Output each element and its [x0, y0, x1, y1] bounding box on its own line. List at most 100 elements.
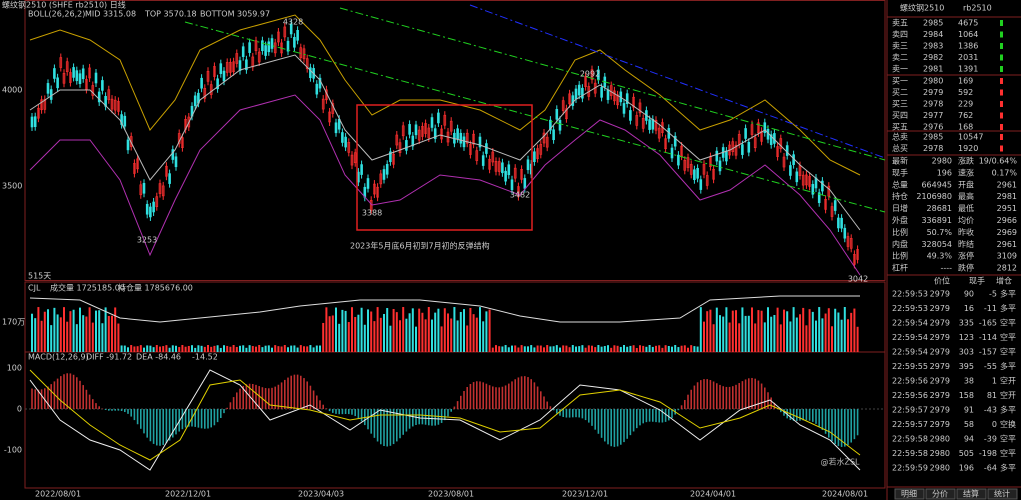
candle-body	[161, 185, 165, 197]
candle-body	[203, 87, 207, 99]
tab[interactable]	[925, 488, 956, 500]
channel-line	[184, 21, 886, 213]
volume-bar	[79, 307, 81, 352]
boll-bottom	[29, 94, 861, 276]
label: 总卖	[892, 132, 908, 142]
volume-bar	[735, 310, 737, 352]
volume-bar	[408, 313, 411, 352]
candle-body	[635, 115, 639, 126]
volume-bar	[325, 307, 328, 352]
volume-bar	[37, 307, 40, 352]
volume-bar	[549, 346, 552, 352]
depth-bar	[1000, 112, 1003, 119]
volume-bar	[114, 307, 117, 352]
candle-body	[40, 99, 43, 111]
volume-bars	[31, 307, 859, 352]
label: 空平	[1000, 332, 1016, 342]
tab[interactable]	[956, 488, 987, 500]
volume-bar	[82, 315, 85, 352]
candle-body	[318, 77, 322, 89]
volume-bar	[789, 321, 792, 352]
volume-bar	[149, 345, 152, 352]
label: 100	[7, 364, 22, 373]
volume-bar	[648, 345, 651, 352]
label: 2979	[930, 290, 950, 299]
tab-label[interactable]: 统计	[994, 489, 1010, 499]
depth-bar	[1000, 54, 1003, 61]
volume-bar	[299, 345, 302, 352]
candle-body	[123, 115, 127, 127]
candle-body	[488, 158, 491, 170]
volume-bar	[338, 323, 341, 352]
tab-label[interactable]: 明细	[901, 489, 917, 499]
tab[interactable]	[894, 488, 925, 500]
volume-bar	[840, 319, 843, 352]
volume-bar	[568, 347, 571, 352]
label: 增仓	[996, 276, 1012, 286]
candle-body	[817, 192, 821, 204]
candle-body	[513, 167, 517, 179]
volume-bar	[824, 313, 827, 352]
candle-body	[408, 124, 411, 135]
candle-body	[229, 62, 232, 73]
label: 2106980	[916, 192, 952, 201]
candle-body	[837, 217, 840, 229]
candle-body	[849, 238, 853, 249]
label: 22:59:58	[892, 435, 928, 444]
label: 229	[958, 100, 973, 109]
candle-body	[734, 144, 738, 156]
volume-bar	[335, 307, 337, 352]
depth-bar	[1000, 20, 1003, 26]
label: MID 3315.08	[85, 10, 136, 19]
label: 90	[964, 290, 974, 299]
candle-body	[683, 160, 687, 171]
label: 4328	[283, 18, 303, 27]
candle-body	[437, 112, 440, 124]
candle-body	[536, 148, 539, 159]
label: 2980	[930, 435, 950, 444]
volume-bar	[75, 324, 78, 352]
volume-bar	[450, 318, 453, 352]
label: 2982	[923, 53, 943, 62]
candle-body	[427, 127, 431, 139]
volume-bar	[837, 312, 840, 352]
candle-body	[273, 42, 277, 54]
label: 卖二	[892, 53, 908, 62]
candle-body	[510, 179, 514, 191]
candle-body	[501, 162, 504, 174]
label: 22:59:57	[892, 420, 928, 429]
volume-bar	[219, 347, 222, 352]
volume-bar	[760, 310, 763, 352]
macd-bars	[31, 373, 859, 447]
candle-body	[549, 119, 552, 131]
volume-bar	[696, 346, 699, 352]
label: 买二	[892, 88, 908, 97]
candle-body	[152, 201, 155, 213]
candle-body	[296, 30, 299, 41]
volume-bar	[178, 347, 181, 352]
volume-bar	[600, 346, 603, 352]
label: 1391	[958, 65, 978, 74]
label: 2980	[932, 157, 952, 166]
candle-body	[821, 180, 824, 192]
label: 22:59:59	[892, 464, 928, 473]
tab[interactable]	[987, 488, 1018, 500]
candle-body	[523, 178, 527, 189]
volume-bar	[699, 307, 702, 352]
volume-bar	[786, 311, 789, 352]
volume-bar	[104, 307, 107, 352]
tab-label[interactable]: 结算	[963, 489, 979, 499]
volume-bar	[856, 326, 859, 352]
tab-label[interactable]: 分价	[932, 490, 948, 499]
label: MACD(12,26,9)	[28, 353, 89, 362]
volume-bar	[651, 346, 654, 352]
label: 2980	[930, 464, 950, 473]
volume-bar	[347, 322, 350, 352]
volume-bar	[751, 307, 753, 352]
volume-bar	[56, 314, 59, 352]
candle-body	[494, 161, 498, 172]
volume-bar	[181, 345, 184, 352]
label: 158	[959, 391, 974, 400]
volume-bar	[171, 345, 174, 352]
label: 2980	[930, 449, 950, 458]
